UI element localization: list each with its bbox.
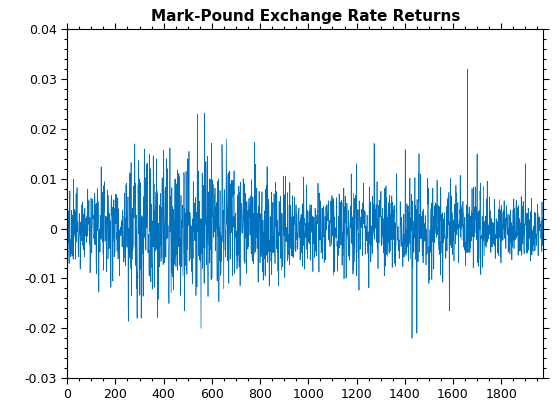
Title: Mark-Pound Exchange Rate Returns: Mark-Pound Exchange Rate Returns bbox=[151, 9, 460, 24]
